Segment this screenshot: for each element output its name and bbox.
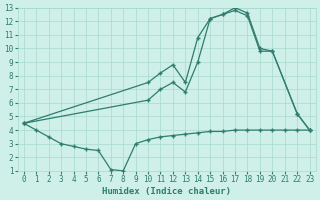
X-axis label: Humidex (Indice chaleur): Humidex (Indice chaleur)	[102, 187, 231, 196]
